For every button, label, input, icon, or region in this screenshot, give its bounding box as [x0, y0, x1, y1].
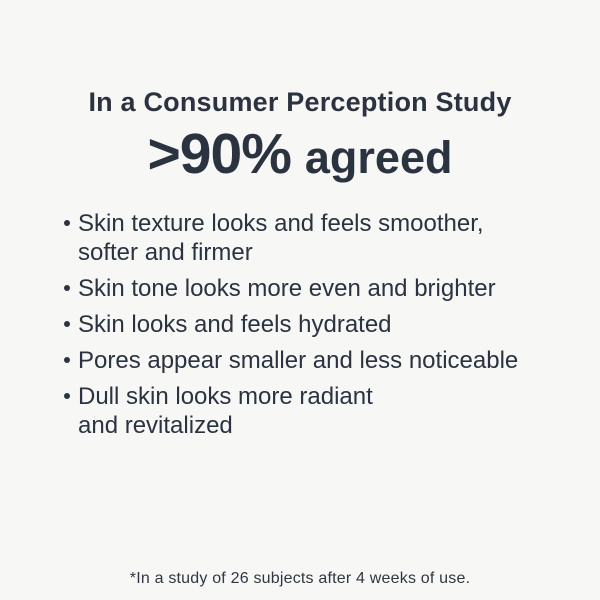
study-footnote: *In a study of 26 subjects after 4 weeks…: [129, 570, 471, 587]
bullet-icon: [64, 321, 70, 327]
stat-label: agreed: [304, 132, 453, 183]
list-item-line: Pores appear smaller and less noticeable: [78, 347, 519, 374]
list-item: Skin texture looks and feels smoother, s…: [64, 209, 569, 267]
bullet-icon: [64, 357, 70, 363]
bullet-icon: [64, 285, 70, 291]
list-item-line: Skin texture looks and feels smoother,: [78, 210, 484, 237]
study-title: In a Consumer Perception Study: [88, 87, 512, 117]
list-item-line: Skin tone looks more even and brighter: [78, 275, 496, 302]
list-item: Dull skin looks more radiant and revital…: [64, 382, 569, 440]
list-item-line: and revitalized: [78, 412, 233, 439]
benefits-list: Skin texture looks and feels smoother, s…: [64, 209, 569, 440]
stat-line: >90% agreed: [0, 121, 600, 187]
list-item-line: Skin looks and feels hydrated: [78, 311, 392, 338]
list-item-line: softer and firmer: [78, 239, 253, 266]
list-item-line: Dull skin looks more radiant: [78, 383, 373, 410]
stat-value: >90%: [147, 122, 292, 186]
bullet-icon: [64, 393, 70, 399]
list-item: Pores appear smaller and less noticeable: [64, 346, 569, 375]
list-item: Skin looks and feels hydrated: [64, 310, 569, 339]
list-item: Skin tone looks more even and brighter: [64, 274, 569, 303]
bullet-icon: [64, 220, 70, 226]
